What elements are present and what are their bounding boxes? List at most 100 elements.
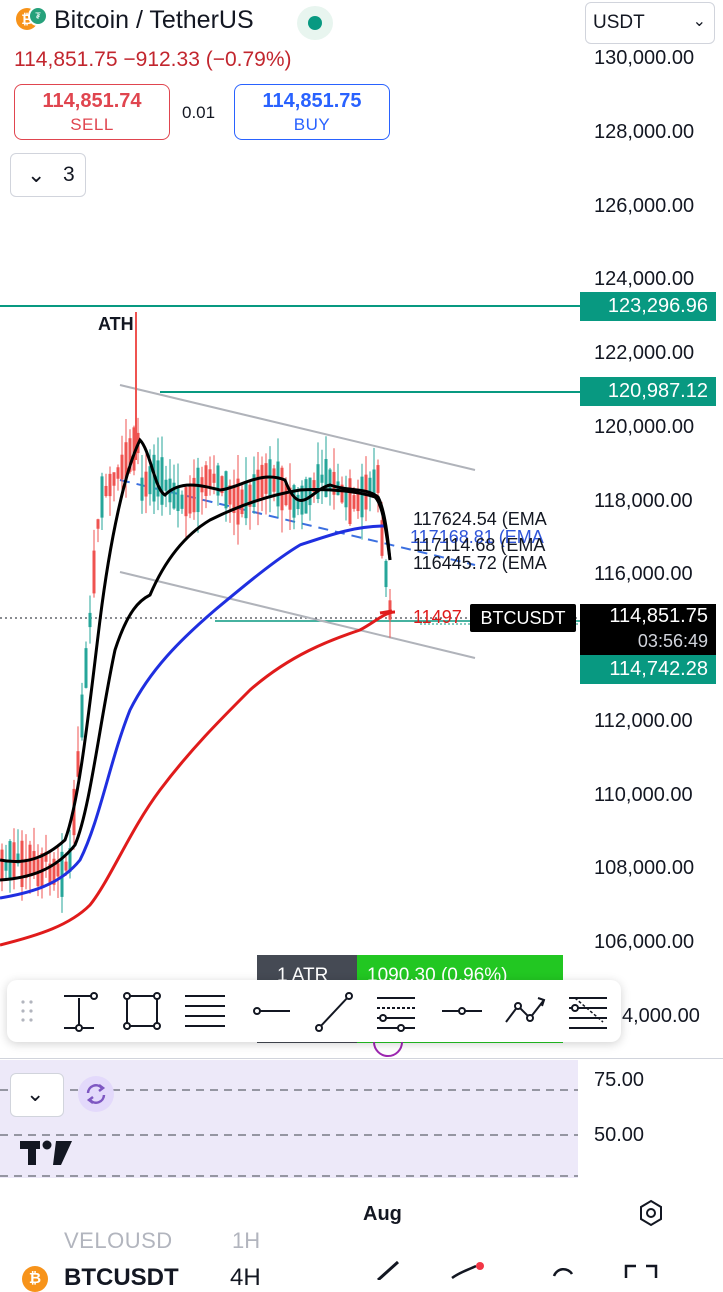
settings-icon[interactable] [636,1198,666,1228]
price-tick: 112,000.00 [594,710,693,732]
candle-body [308,477,312,506]
candle-body [244,481,248,519]
candle-body [0,849,4,881]
fullscreen-icon[interactable] [622,1260,660,1280]
candle-body [232,485,236,513]
undo-icon[interactable] [546,1262,576,1280]
candle-body [356,489,360,512]
symbol-title[interactable]: Bitcoin / TetherUS [54,6,254,34]
candle-body [84,648,88,688]
symbol-button[interactable]: BTCUSDT [64,1264,179,1291]
ath-level-tag[interactable]: 123,296.96 [580,292,716,321]
lot-size[interactable]: 0.01 [182,103,216,122]
candle-body [256,469,260,502]
indicators-toggle[interactable]: ⌄ 3 [10,153,86,197]
watchlist-interval[interactable]: 1H [232,1228,261,1253]
candle-body [380,520,384,556]
candle-body [188,484,192,514]
oscillator-tick: 50.00 [594,1124,645,1146]
vertical-range-icon[interactable] [54,986,104,1036]
candle-body [340,484,344,503]
price-tick: 116,000.00 [594,563,693,585]
price-change-quote: 114,851.75 −912.33 (−0.79%) [14,48,292,71]
candle-body [360,476,364,518]
buy-button[interactable]: 114,851.75 BUY [234,84,390,140]
candle-body [280,467,284,511]
candle-body [120,454,124,480]
horizontal-ray-icon[interactable] [245,986,295,1036]
chevron-down-icon: ⌄ [26,1081,45,1106]
pane-divider[interactable] [0,1058,723,1059]
candle-body [344,489,348,508]
candle-body [204,465,208,496]
candle-body [140,477,144,501]
support-level-tag[interactable]: 114,742.28 [580,655,716,684]
candle-body [160,457,164,505]
candle-body [132,427,136,471]
candle-body [148,466,152,495]
sell-price: 114,851.74 [42,90,142,112]
trend-line-icon[interactable] [309,986,359,1036]
candle-body [192,477,196,513]
candle-body [272,468,276,492]
candle-body [208,469,212,488]
path-icon[interactable] [500,986,550,1036]
ema-black-slow-line [0,488,392,882]
candle-body [376,465,380,493]
pane-collapse-button[interactable]: ⌄ [10,1073,64,1117]
candle-body [172,482,176,509]
candle-body [212,473,216,483]
price-tick: 130,000.00 [594,47,695,69]
market-status-icon[interactable] [297,6,333,40]
price-chart[interactable] [0,0,723,1060]
drag-handle-icon[interactable] [19,998,35,1024]
currency-value: USDT [593,12,645,33]
resistance-level-tag[interactable]: 120,987.12 [580,377,716,406]
fib-retracement-icon[interactable] [371,986,421,1036]
price-tick: 108,000.00 [594,857,695,879]
candle-body [328,469,332,490]
candle-body [276,461,280,507]
indicators-icon[interactable] [448,1258,488,1280]
watchlist-symbol[interactable]: VELOUSD [64,1228,173,1253]
pencil-icon[interactable] [372,1258,408,1280]
gann-fan-icon[interactable] [563,986,613,1036]
horizontal-line-icon[interactable] [437,986,487,1036]
price-tick: 118,000.00 [594,490,693,512]
parallel-lines-icon[interactable] [180,986,230,1036]
time-axis-label: Aug [363,1203,402,1225]
sync-icon[interactable] [78,1076,114,1112]
bitcoin-logo: ₿ [22,1266,48,1292]
candle-body [352,495,356,509]
channel-lower-line [119,571,476,659]
candle-body [56,863,60,877]
ema-red-label: 11497 [413,607,462,627]
candle-body [372,469,376,495]
indicator-count: 3 [63,163,75,186]
channel-upper-line [119,384,476,471]
rectangle-icon[interactable] [117,986,167,1036]
candle-body [296,494,300,510]
sell-button[interactable]: 114,851.74 SELL [14,84,170,140]
currency-select[interactable]: USDT ⌄ [585,2,715,44]
candle-body [64,861,68,871]
interval-button[interactable]: 4H [230,1264,261,1291]
chevron-down-icon: ⌄ [692,13,706,30]
candle-body [248,484,252,507]
candle-body [112,472,116,486]
ema-label-2: 117168.81 (EMA [410,527,544,547]
ema-red-line [0,610,396,947]
candle-body [108,473,112,497]
price-tick: 124,000.00 [594,268,695,290]
candle-body [320,474,324,483]
price-tick: 4,000.00 [622,1005,700,1027]
price-tick: 120,000.00 [594,416,695,438]
oscillator-tick: 75.00 [594,1069,645,1091]
candle-body [52,858,56,885]
candle-body [68,848,72,872]
candle-body [332,471,336,495]
candle-body [304,479,308,514]
candle-body [124,442,128,480]
candle-body [384,560,388,588]
candle-body [348,478,352,525]
